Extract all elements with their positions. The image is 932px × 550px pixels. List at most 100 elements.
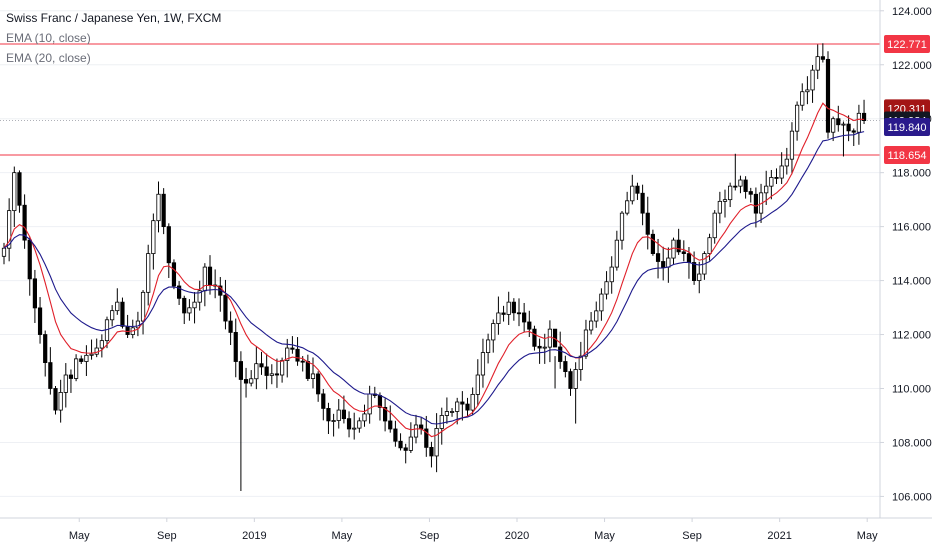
candle-down: [774, 177, 779, 179]
candle-down: [300, 360, 305, 363]
time-axis[interactable]: MaySep2019MaySep2020MaySep2021MaySep: [69, 518, 932, 542]
candle-up: [599, 293, 604, 312]
candle-down: [382, 406, 388, 422]
candle-down: [22, 204, 27, 241]
candle-up: [254, 363, 259, 380]
candle-down: [398, 440, 403, 449]
candle-up: [583, 329, 589, 357]
candle-up: [614, 239, 619, 268]
candle-up: [249, 378, 254, 384]
candle-up: [89, 353, 94, 356]
y-tick-label: 122.000: [892, 60, 932, 72]
candle-down: [176, 285, 182, 299]
candle-up: [367, 393, 372, 415]
candle-up: [496, 312, 501, 324]
price-axis[interactable]: 106.000 108.000 110.000 112.000 114.000 116.0…: [0, 0, 932, 519]
candle-up: [856, 112, 862, 133]
candle-down: [851, 130, 856, 133]
candle-down: [748, 191, 753, 195]
candle-down: [295, 348, 300, 362]
candle-down: [341, 409, 347, 420]
candle-down: [264, 366, 269, 376]
candle-down: [259, 363, 264, 368]
candle-down: [522, 312, 527, 323]
candle-down: [37, 307, 43, 335]
candle-up: [506, 301, 511, 315]
x-tick-label: 2019: [242, 530, 266, 542]
candle-down: [32, 278, 38, 309]
candle-up: [331, 420, 336, 422]
candle-up: [789, 130, 795, 160]
candle-down: [166, 226, 171, 264]
candle-down: [733, 185, 738, 188]
candle-up: [666, 257, 671, 268]
candlesticks: [1, 43, 867, 492]
candle-up: [728, 185, 733, 201]
candle-up: [352, 427, 357, 430]
candle-down: [568, 371, 573, 389]
candle-up: [12, 172, 17, 212]
chart-title: Swiss Franc / Japanese Yen, 1W, FXCM: [6, 11, 222, 25]
candle-down: [17, 172, 22, 206]
candle-up: [485, 339, 491, 353]
candle-down: [820, 56, 825, 60]
candle-down: [460, 401, 465, 405]
candle-up: [712, 212, 717, 239]
candle-up: [146, 253, 151, 293]
candle-up: [480, 352, 486, 376]
candle-up: [63, 374, 68, 393]
y-tick-label: 106.000: [892, 491, 932, 503]
chart-legend[interactable]: Swiss Franc / Japanese Yen, 1W, FXCM EMA…: [6, 8, 221, 68]
candle-down: [233, 332, 238, 362]
candle-down: [182, 297, 187, 314]
candle-up: [285, 347, 290, 361]
x-tick-label: Sep: [157, 530, 177, 542]
candle-up: [434, 428, 439, 457]
candle-up: [671, 239, 676, 259]
price-label-text: 122.771: [887, 39, 927, 51]
x-tick-label: May: [857, 530, 878, 542]
candle-down: [238, 361, 243, 380]
ema10-legend[interactable]: EMA (10, close): [6, 31, 91, 45]
candle-down: [861, 112, 867, 121]
candle-down: [321, 393, 326, 409]
candle-down: [753, 193, 759, 214]
candle-down: [501, 312, 506, 315]
candle-up: [439, 415, 444, 429]
candle-down: [290, 347, 295, 350]
candle-down: [243, 379, 249, 384]
candle-down: [228, 320, 233, 333]
candle-down: [825, 58, 831, 133]
candle-down: [305, 361, 310, 379]
candle-up: [115, 301, 120, 312]
candle-down: [377, 395, 383, 408]
candle-down: [537, 345, 542, 349]
candle-up: [475, 374, 480, 395]
price-label-text: 118.654: [888, 150, 927, 162]
candle-down: [846, 123, 851, 132]
candle-up: [1, 247, 7, 257]
candle-up: [604, 281, 609, 295]
ema10-line: [3, 102, 865, 438]
candle-up: [192, 301, 197, 309]
x-tick-label: Sep: [420, 530, 440, 542]
candle-down: [125, 325, 130, 335]
price-label-text: 119.840: [888, 122, 927, 134]
candle-up: [805, 89, 810, 93]
candle-up: [795, 104, 800, 132]
candle-up: [547, 328, 553, 348]
candle-down: [692, 262, 697, 281]
candle-up: [578, 355, 583, 370]
candle-down: [516, 312, 522, 315]
candle-down: [650, 233, 656, 255]
candle-down: [532, 328, 537, 347]
candle-up: [810, 69, 815, 91]
y-tick-label: 108.000: [892, 437, 932, 449]
ema20-legend[interactable]: EMA (20, close): [6, 51, 91, 65]
candle-down: [558, 346, 563, 362]
candle-down: [655, 253, 661, 262]
candle-up: [151, 220, 156, 255]
candle-down: [207, 266, 213, 286]
